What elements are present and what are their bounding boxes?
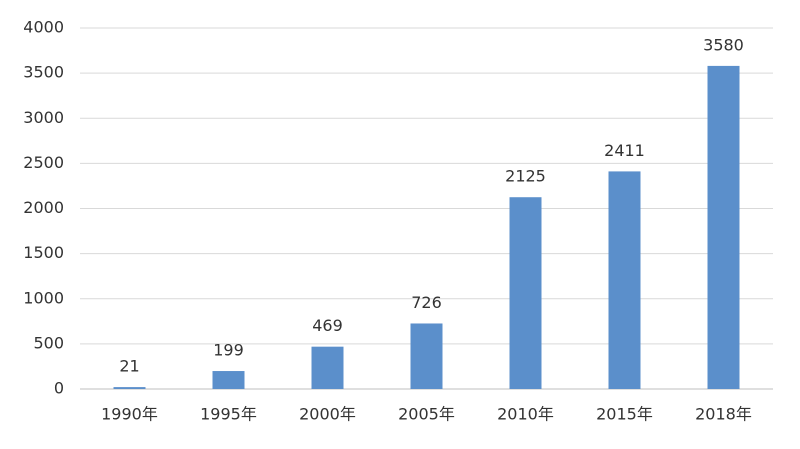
data-label: 2125 bbox=[505, 167, 546, 186]
bar bbox=[212, 371, 245, 389]
y-tick-label: 2000 bbox=[23, 198, 64, 217]
y-tick-label: 3500 bbox=[23, 63, 64, 82]
data-label: 21 bbox=[119, 357, 139, 376]
x-tick-label: 2018年 bbox=[695, 405, 752, 424]
y-tick-label: 3000 bbox=[23, 108, 64, 127]
bar bbox=[113, 387, 146, 389]
data-label: 726 bbox=[411, 293, 442, 312]
x-tick-label: 2005年 bbox=[398, 405, 455, 424]
x-tick-label: 1990年 bbox=[101, 405, 158, 424]
x-tick-label: 2000年 bbox=[299, 405, 356, 424]
bar bbox=[509, 197, 542, 389]
x-tick-label: 2015年 bbox=[596, 405, 653, 424]
bar bbox=[707, 65, 740, 389]
data-label: 199 bbox=[213, 341, 244, 360]
y-tick-label: 0 bbox=[54, 379, 64, 398]
bar bbox=[608, 171, 641, 389]
data-label: 3580 bbox=[703, 35, 744, 54]
y-tick-label: 500 bbox=[33, 333, 64, 352]
x-tick-label: 1995年 bbox=[200, 405, 257, 424]
y-tick-label: 1500 bbox=[23, 243, 64, 262]
y-tick-label: 1000 bbox=[23, 288, 64, 307]
x-tick-label: 2010年 bbox=[497, 405, 554, 424]
data-label: 2411 bbox=[604, 141, 645, 160]
y-tick-label: 4000 bbox=[23, 18, 64, 37]
bar bbox=[410, 323, 443, 389]
bar bbox=[311, 346, 344, 389]
y-tick-label: 2500 bbox=[23, 153, 64, 172]
data-label: 469 bbox=[312, 316, 343, 335]
